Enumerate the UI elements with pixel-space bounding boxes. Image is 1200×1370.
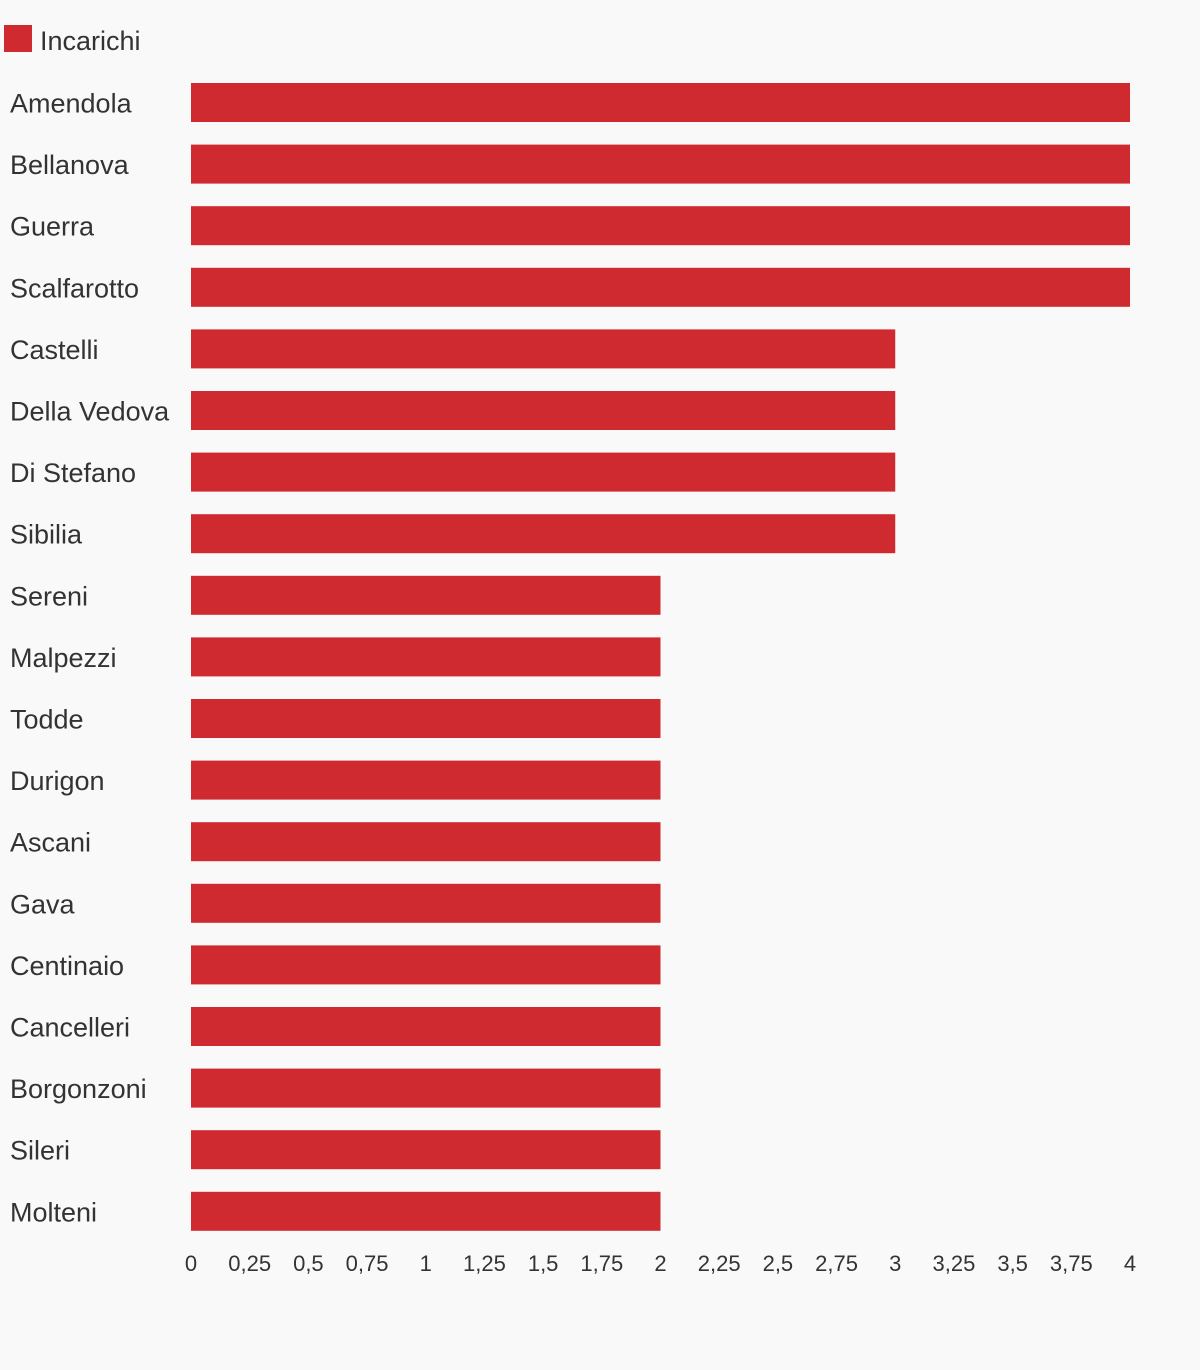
bar-centinaio bbox=[191, 945, 661, 985]
bar-ascani bbox=[191, 822, 661, 862]
bar-di-stefano bbox=[191, 452, 896, 492]
chart-legend: Incarichi bbox=[4, 25, 141, 56]
category-label: Guerra bbox=[10, 212, 95, 242]
category-label: Durigon bbox=[10, 766, 105, 796]
x-tick-label: 3,25 bbox=[933, 1251, 976, 1276]
x-tick-label: 2 bbox=[654, 1251, 666, 1276]
category-label: Castelli bbox=[10, 335, 99, 365]
x-tick-label: 0,5 bbox=[293, 1251, 324, 1276]
x-tick-label: 0,75 bbox=[346, 1251, 389, 1276]
x-tick-label: 4 bbox=[1124, 1251, 1136, 1276]
category-labels: Amendola Bellanova Guerra Scalfarotto Castel… bbox=[10, 89, 170, 1228]
category-label: Sibilia bbox=[10, 520, 83, 550]
category-label: Ascani bbox=[10, 828, 91, 858]
x-tick-label: 0,25 bbox=[228, 1251, 271, 1276]
category-label: Gava bbox=[10, 889, 76, 919]
category-label: Molteni bbox=[10, 1197, 97, 1227]
bar-della-vedova bbox=[191, 391, 896, 430]
category-label: Di Stefano bbox=[10, 458, 136, 488]
category-label: Sileri bbox=[10, 1136, 70, 1166]
x-tick-label: 1,5 bbox=[528, 1251, 559, 1276]
x-tick-label: 0 bbox=[185, 1251, 197, 1276]
category-label: Della Vedova bbox=[10, 397, 170, 427]
bar-durigon bbox=[191, 760, 661, 800]
bar-sereni bbox=[191, 575, 661, 615]
x-tick-label: 2,25 bbox=[698, 1251, 741, 1276]
category-label: Centinaio bbox=[10, 951, 124, 981]
bar-cancelleri bbox=[191, 1007, 661, 1046]
bar-bellanova bbox=[191, 144, 1130, 184]
x-tick-label: 2,5 bbox=[763, 1251, 794, 1276]
x-tick-label: 3,75 bbox=[1050, 1251, 1093, 1276]
bar-scalfarotto bbox=[191, 267, 1130, 307]
category-label: Bellanova bbox=[10, 150, 130, 180]
bar-sibilia bbox=[191, 514, 896, 554]
category-label: Todde bbox=[10, 705, 84, 735]
x-tick-label: 1,25 bbox=[463, 1251, 506, 1276]
bar-guerra bbox=[191, 206, 1130, 246]
category-label: Malpezzi bbox=[10, 643, 117, 673]
x-axis: 0 0,25 0,5 0,75 1 1,25 1,5 1,75 2 2,25 2,5 2,75 3 3,2… bbox=[185, 1251, 1136, 1276]
x-tick-label: 1,75 bbox=[580, 1251, 623, 1276]
bar-sileri bbox=[191, 1130, 661, 1170]
legend-label-incarichi: Incarichi bbox=[40, 26, 141, 56]
x-tick-label: 1 bbox=[420, 1251, 432, 1276]
bar-malpezzi bbox=[191, 637, 661, 677]
x-tick-label: 3 bbox=[889, 1251, 901, 1276]
bar-todde bbox=[191, 699, 661, 738]
bar-molteni bbox=[191, 1191, 661, 1231]
category-label: Scalfarotto bbox=[10, 273, 139, 303]
bar-gava bbox=[191, 883, 661, 923]
bars bbox=[191, 83, 1130, 1231]
category-label: Amendola bbox=[10, 89, 133, 119]
x-tick-label: 2,75 bbox=[815, 1251, 858, 1276]
bar-borgonzoni bbox=[191, 1068, 661, 1108]
bar-amendola bbox=[191, 83, 1130, 122]
bar-castelli bbox=[191, 329, 896, 369]
category-label: Borgonzoni bbox=[10, 1074, 147, 1104]
category-label: Cancelleri bbox=[10, 1013, 130, 1043]
category-label: Sereni bbox=[10, 581, 88, 611]
legend-swatch-incarichi bbox=[4, 25, 32, 52]
x-tick-label: 3,5 bbox=[997, 1251, 1028, 1276]
